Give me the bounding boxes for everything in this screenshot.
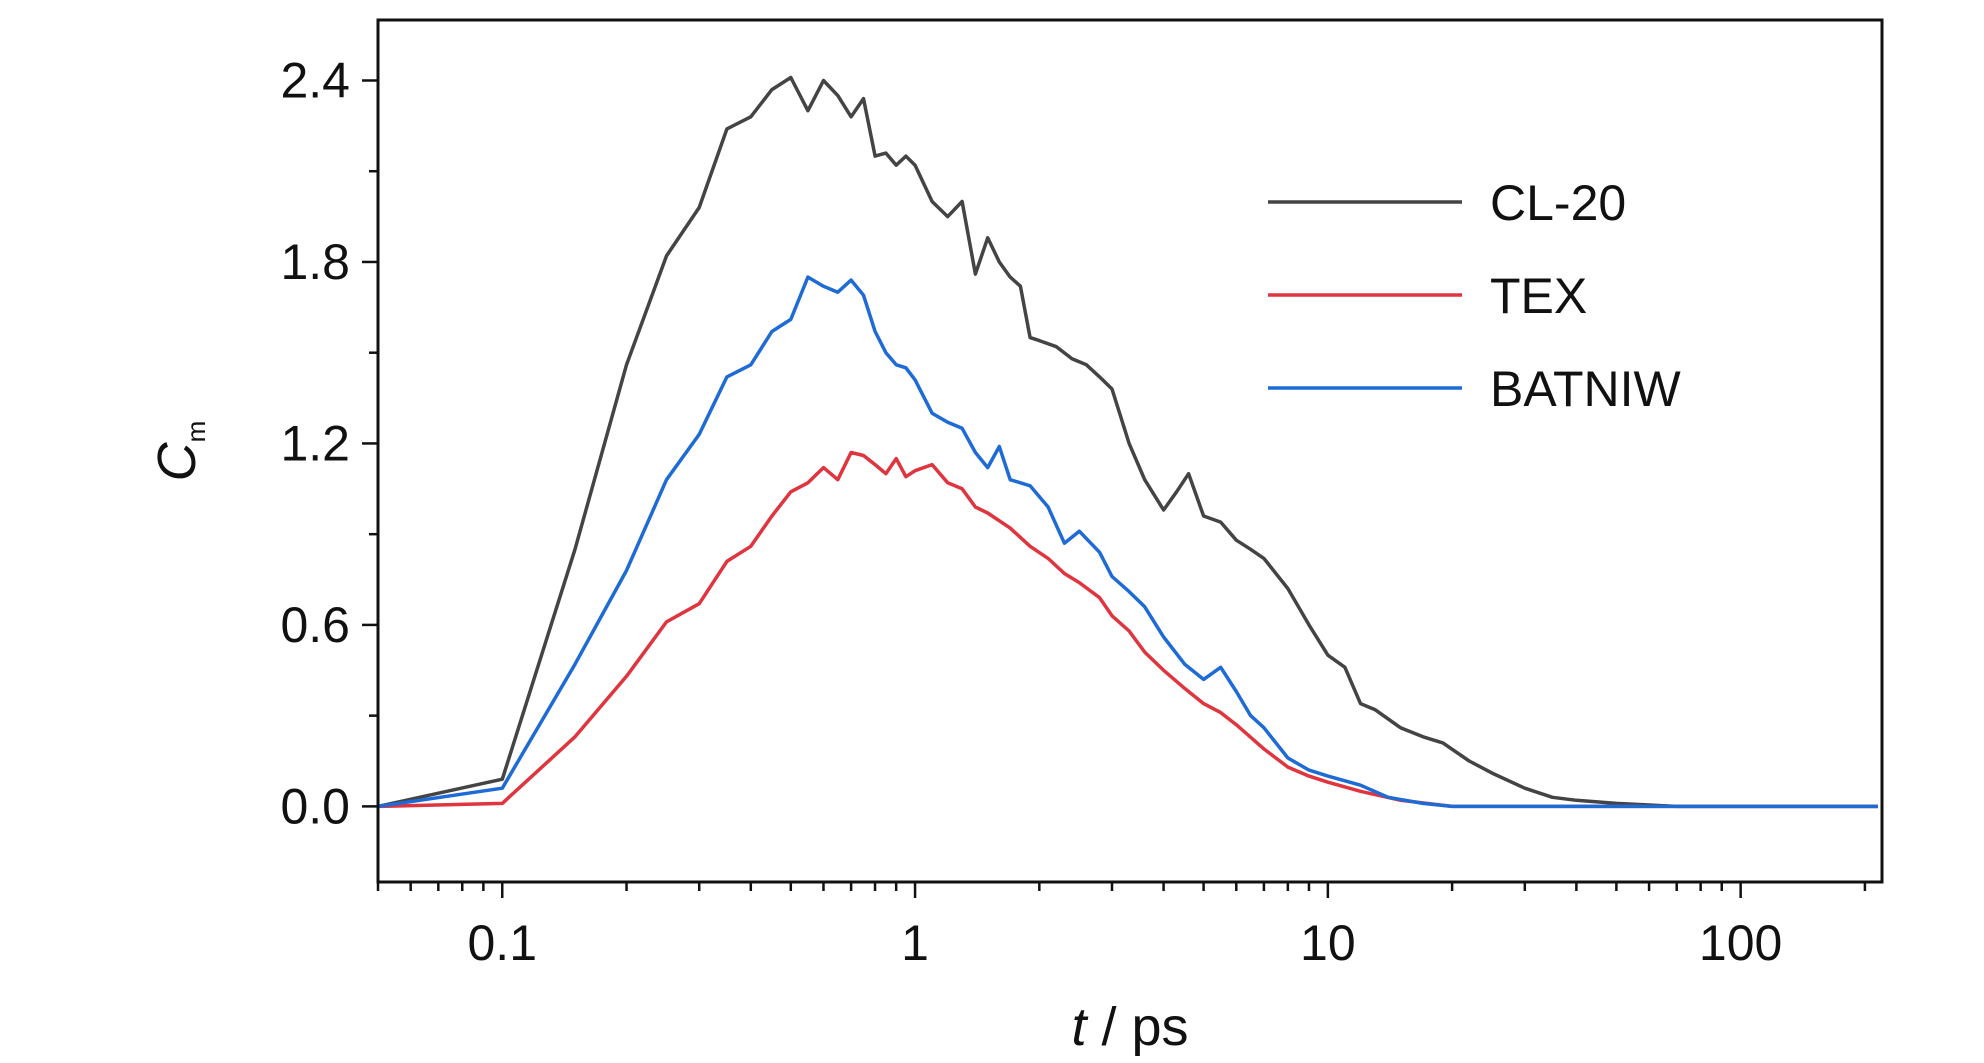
legend-label-0: CL-20 — [1490, 175, 1626, 231]
x-axis: 0.1 1 10 100 — [376, 882, 1867, 971]
legend: CL-20 TEX BATNIW — [1268, 175, 1682, 417]
x-axis-title: t / ps — [1071, 997, 1188, 1057]
x-axis-title-italic: t — [1071, 997, 1088, 1057]
x-tick-label: 0.1 — [468, 915, 538, 971]
legend-label-2: BATNIW — [1490, 361, 1682, 417]
x-tick-label: 1 — [901, 915, 929, 971]
x-tick-label: 100 — [1699, 915, 1782, 971]
y-axis-title-main: C — [147, 441, 207, 481]
series-line-2 — [377, 275, 1878, 809]
series-line-0 — [377, 75, 1878, 809]
series-line-1 — [377, 450, 1878, 809]
y-tick-label: 1.2 — [280, 415, 350, 471]
y-axis: 0.0 0.6 1.2 1.8 2.4 — [280, 52, 378, 834]
y-tick-label: 1.8 — [280, 234, 350, 290]
y-tick-label: 2.4 — [280, 52, 350, 108]
y-tick-label: 0.6 — [280, 597, 350, 653]
y-axis-title: Cm — [147, 421, 211, 482]
x-tick-label: 10 — [1300, 915, 1356, 971]
series-layer — [377, 75, 1878, 809]
y-tick-label: 0.0 — [280, 778, 350, 834]
y-axis-title-sub: m — [181, 421, 211, 443]
plot-frame — [376, 18, 1884, 884]
x-axis-title-rest: / ps — [1086, 997, 1188, 1057]
legend-label-1: TEX — [1490, 268, 1587, 324]
